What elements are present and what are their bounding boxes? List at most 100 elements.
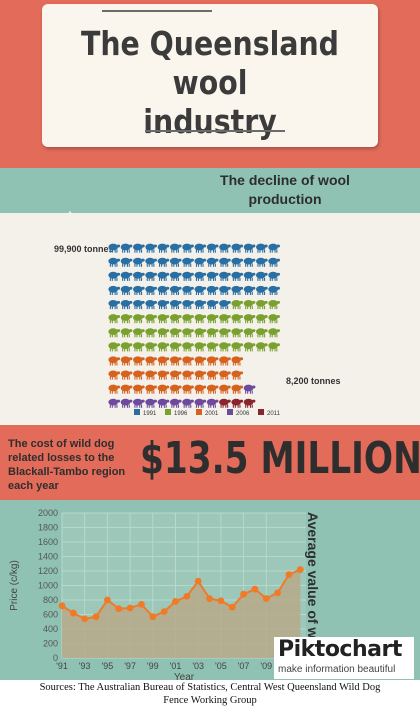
sheep-icon [268,257,280,267]
sheep-icon [268,342,280,352]
data-point [149,613,157,621]
top-tonnes-label: 99,900 tonnes [54,244,114,254]
sheep-icon [157,300,170,310]
sheep-icon [169,314,182,324]
sheep-icon [145,285,157,295]
legend-label: 2006 [236,411,250,417]
sheep-icon [243,314,256,324]
sheep-icon [268,314,280,324]
sheep-icon [243,398,256,408]
x-tick-label: '09 [260,661,272,671]
decline-title: The decline of wool production [210,171,360,209]
y-tick-label: 2000 [38,508,58,518]
sheep-icon [231,356,244,366]
sheep-icon [145,300,157,310]
sheep-icon [268,300,280,310]
sheep-icon [133,370,145,380]
sheep-icon [157,356,170,366]
sheep-icon [231,257,244,267]
sheep-icon [145,271,157,281]
sheep-icon [243,300,256,310]
sheep-icon [108,384,121,394]
x-tick-label: '95 [102,661,114,671]
sheep-icon [231,398,244,408]
legend-swatch [165,409,171,415]
sheep-icon [108,300,121,310]
logo-name: Piktochart [278,637,402,662]
sheep-icon [256,243,268,253]
sheep-icon [231,271,244,281]
data-point [126,604,134,612]
decline-title-line-2: production [248,191,322,207]
sheep-icon [231,243,244,253]
cost-value: $13.5 MILLION [140,433,420,484]
sheep-icon [108,342,121,352]
y-tick-label: 800 [43,595,58,605]
sheep-icon [108,243,121,253]
sheep-icon [219,300,231,310]
sheep-icon [268,285,280,295]
sheep-icon [145,398,157,408]
sheep-icon [182,300,194,310]
legend-label: 1996 [174,411,188,417]
sheep-icon [169,257,182,267]
y-tick-label: 1400 [38,552,58,562]
sheep-icon [243,257,256,267]
x-tick-label: '05 [215,661,227,671]
x-tick-label: '03 [192,661,204,671]
sheep-icon [145,243,157,253]
sheep-icon [194,398,207,408]
legend-swatch [227,409,233,415]
sheep-icon [108,398,121,408]
data-point [160,608,168,615]
sheep-icon [120,328,133,338]
legend-label: 1991 [143,411,157,417]
sheep-icon [145,314,157,324]
legend-swatch [196,409,202,415]
sheep-icon [243,271,256,281]
title-bottom-rule [145,130,285,132]
sheep-icon [206,370,219,380]
page-title: The Queensland wool industry [66,24,355,141]
y-tick-label: 600 [43,610,58,620]
sheep-icon [120,342,133,352]
title-line-2: industry [143,102,277,141]
sheep-icon [120,314,133,324]
sheep-icon [169,342,182,352]
sheep-icon [145,370,157,380]
sheep-icon [133,314,145,324]
sheep-icon [108,356,121,366]
sheep-icon [206,285,219,295]
wool-price-chart: 0 200 400 600 800 1000 1200 1400 1600 1800 2000 '91… [9,508,306,680]
x-tick-label: '97 [124,661,136,671]
logo-tagline: make information beautiful [278,664,396,675]
title-card: The Queensland wool industry [42,4,378,147]
sheep-icon [145,356,157,366]
sheep-icon [182,314,194,324]
sheep-icon [268,243,280,253]
x-tick-label: '93 [79,661,91,671]
legend-label: 2001 [205,411,219,417]
sheep-icon [120,356,133,366]
data-point [262,595,270,602]
sheep-icon [219,398,231,408]
data-point [103,596,111,604]
sheep-icon [157,384,170,394]
sheep-icon [194,328,207,338]
sheep-icon [169,285,182,295]
sheep-icon [169,271,182,281]
x-tick-label: '07 [238,661,250,671]
sheep-icon [256,314,268,324]
sheep-icon [219,243,231,253]
sheep-icon [157,328,170,338]
title-top-rule [102,10,212,12]
sheep-icon [243,342,256,352]
sheep-icon [145,328,157,338]
sheep-icon [231,314,244,324]
sheep-icon [256,342,268,352]
sheep-icon [133,328,145,338]
sheep-icon [108,257,121,267]
sheep-icon [231,328,244,338]
data-point [69,609,77,617]
sheep-icon [182,257,194,267]
